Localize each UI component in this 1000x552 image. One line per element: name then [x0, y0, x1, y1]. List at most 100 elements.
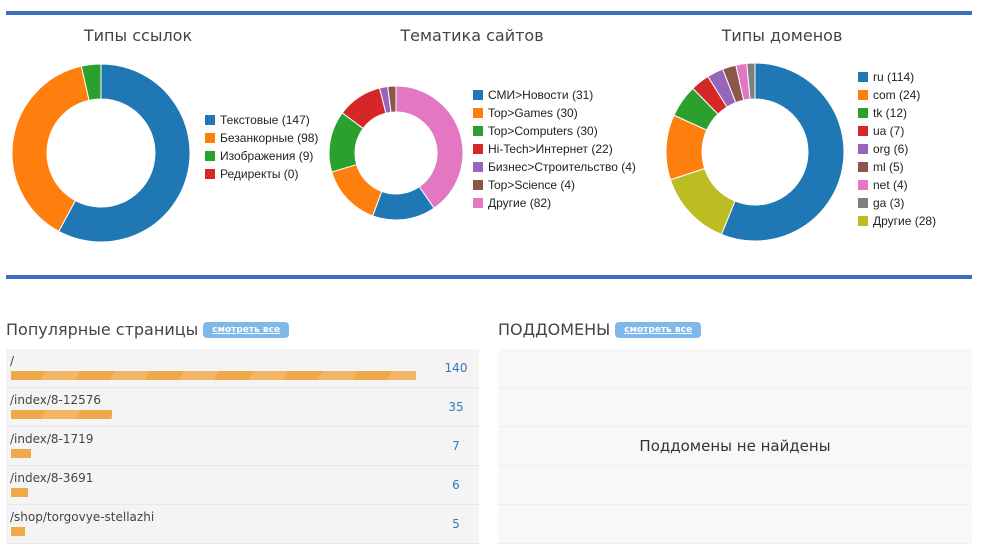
popular-pages-table: / 140/index/8-12576 35/index/8-1719 7/index…	[6, 349, 479, 544]
legend-label: Другие (82)	[488, 196, 552, 210]
subdomains-table: Поддомены не найдены	[498, 349, 972, 544]
legend-item: Hi-Tech>Интернет (22)	[473, 140, 636, 158]
legend-swatch	[858, 180, 868, 190]
legend-item: ua (7)	[858, 122, 936, 140]
table-row[interactable]: /index/8-3691 6	[6, 466, 479, 505]
legend-item: org (6)	[858, 140, 936, 158]
legend-label: tk (12)	[873, 106, 908, 120]
legend-item: Top>Science (4)	[473, 176, 636, 194]
legend-swatch	[205, 169, 215, 179]
legend-swatch	[205, 115, 215, 125]
legend-swatch	[858, 90, 868, 100]
legend-swatch	[473, 198, 483, 208]
page-bar	[11, 449, 32, 458]
legend-item: Другие (28)	[858, 212, 936, 230]
legend-swatch	[858, 126, 868, 136]
legend-item: ga (3)	[858, 194, 936, 212]
legend-label: com (24)	[873, 88, 921, 102]
popular-pages-header: Популярные страницы смотреть все	[6, 320, 290, 339]
legend-swatch	[858, 108, 868, 118]
legend-label: Top>Games (30)	[488, 106, 578, 120]
legend-swatch	[858, 216, 868, 226]
top-divider	[6, 11, 972, 15]
popular-view-all-button[interactable]: смотреть все	[203, 321, 290, 338]
pie-slice-1-5	[387, 85, 397, 113]
page-path[interactable]: /index/8-12576	[10, 393, 102, 407]
legend-swatch	[473, 126, 483, 136]
page-bar	[11, 410, 113, 419]
legend-label: Другие (28)	[873, 214, 937, 228]
popular-pages-title: Популярные страницы	[6, 320, 199, 339]
legend-swatch	[858, 162, 868, 172]
legend-item: Top>Games (30)	[473, 104, 636, 122]
legend-label: ru (114)	[873, 70, 915, 84]
legend-link-types: Текстовые (147) Безанкорные (98) Изображен…	[205, 111, 318, 183]
pie-slice-1-1	[331, 163, 383, 217]
page-count[interactable]: 140	[444, 361, 468, 375]
legend-item: Top>Computers (30)	[473, 122, 636, 140]
legend-label: Top>Science (4)	[488, 178, 576, 192]
empty-row	[498, 505, 972, 544]
table-row[interactable]: /shop/torgovye-stellazhi 5	[6, 505, 479, 544]
pie-slice-0-2	[80, 63, 102, 101]
empty-row	[498, 427, 972, 466]
page-count[interactable]: 35	[448, 400, 464, 414]
legend-label: Редиректы (0)	[220, 167, 299, 181]
page-count[interactable]: 7	[452, 439, 460, 453]
chart-title-site-topics: Тематика сайтов	[400, 26, 544, 45]
legend-item: Бизнес>Строительство (4)	[473, 158, 636, 176]
legend-swatch	[858, 72, 868, 82]
table-row[interactable]: /index/8-12576 35	[6, 388, 479, 427]
subdomains-title: ПОДДОМЕНЫ	[498, 320, 611, 339]
empty-row	[498, 349, 972, 388]
legend-item: СМИ>Новости (31)	[473, 86, 636, 104]
legend-item: Текстовые (147)	[205, 111, 318, 129]
legend-label: net (4)	[873, 178, 908, 192]
page-bar	[11, 488, 29, 497]
pie-slice-0-0	[58, 63, 191, 243]
legend-swatch	[205, 151, 215, 161]
donut-charts	[11, 62, 845, 243]
chart-title-domain-types: Типы доменов	[721, 26, 843, 45]
page-bar	[11, 527, 26, 536]
legend-domain-types: ru (114) com (24) tk (12) ua (7) org (6) ml (…	[858, 68, 936, 230]
legend-label: Hi-Tech>Интернет (22)	[488, 142, 613, 156]
legend-item: Редиректы (0)	[205, 165, 318, 183]
legend-item: ru (114)	[858, 68, 936, 86]
subdomains-header: ПОДДОМЕНЫ смотреть все	[498, 320, 702, 339]
pie-slice-2-7	[746, 62, 756, 100]
legend-swatch	[205, 133, 215, 143]
page-path[interactable]: /shop/torgovye-stellazhi	[10, 510, 155, 524]
legend-label: Изображения (9)	[220, 149, 314, 163]
page-path[interactable]: /	[10, 354, 15, 368]
chart-title-link-types: Типы ссылок	[83, 26, 193, 45]
subdomains-view-all-button[interactable]: смотреть все	[615, 321, 702, 338]
legend-label: org (6)	[873, 142, 909, 156]
table-row[interactable]: / 140	[6, 349, 479, 388]
legend-site-topics: СМИ>Новости (31) Top>Games (30) Top>Comput…	[473, 86, 636, 212]
legend-label: ua (7)	[873, 124, 905, 138]
pie-slice-2-0	[720, 62, 845, 242]
legend-label: Безанкорные (98)	[220, 131, 319, 145]
legend-swatch	[473, 108, 483, 118]
legend-label: Бизнес>Строительство (4)	[488, 160, 636, 174]
legend-label: Текстовые (147)	[220, 113, 310, 127]
page-count[interactable]: 5	[452, 517, 460, 531]
page-count[interactable]: 6	[452, 478, 460, 492]
legend-label: Top>Computers (30)	[488, 124, 598, 138]
legend-item: com (24)	[858, 86, 936, 104]
page-path[interactable]: /index/8-1719	[10, 432, 94, 446]
legend-swatch	[473, 162, 483, 172]
legend-swatch	[473, 180, 483, 190]
legend-item: net (4)	[858, 176, 936, 194]
legend-swatch	[473, 144, 483, 154]
legend-label: ml (5)	[873, 160, 904, 174]
page-path[interactable]: /index/8-3691	[10, 471, 94, 485]
legend-item: ml (5)	[858, 158, 936, 176]
pie-slice-1-6	[395, 85, 464, 209]
bottom-divider	[6, 275, 972, 279]
table-row[interactable]: /index/8-1719 7	[6, 427, 479, 466]
empty-row	[498, 466, 972, 505]
legend-swatch	[858, 144, 868, 154]
legend-swatch	[473, 90, 483, 100]
